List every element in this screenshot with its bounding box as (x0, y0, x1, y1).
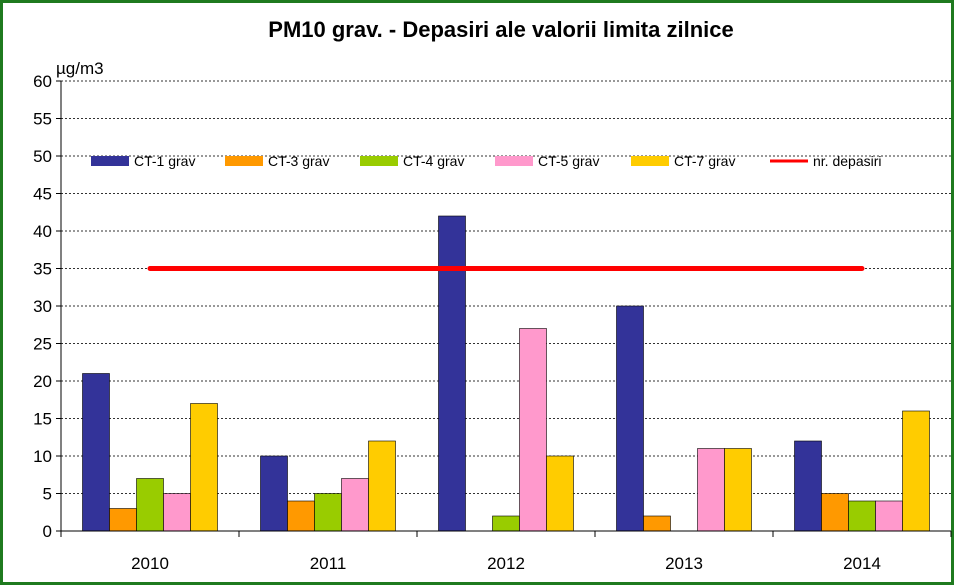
chart-title: PM10 grav. - Depasiri ale valorii limita… (268, 17, 733, 42)
legend-swatch (631, 156, 669, 166)
bar (190, 403, 218, 532)
x-tick-label: 2013 (665, 554, 703, 573)
y-tick-label: 60 (33, 72, 52, 91)
y-tick-label: 20 (33, 372, 52, 391)
legend-label: CT-3 grav (268, 153, 329, 169)
y-tick-label: 55 (33, 110, 52, 129)
chart-svg: PM10 grav. - Depasiri ale valorii limita… (33, 17, 952, 573)
bar (794, 440, 822, 532)
legend-label: CT-4 grav (403, 153, 464, 169)
bar (724, 448, 752, 532)
legend-swatch (360, 156, 398, 166)
legend-swatch (91, 156, 129, 166)
y-tick-label: 15 (33, 410, 52, 429)
y-tick-label: 30 (33, 297, 52, 316)
axes (60, 81, 951, 532)
legend-item: CT-7 grav (631, 153, 735, 169)
legend-item: CT-4 grav (360, 153, 464, 169)
legend-label: nr. depasiri (813, 153, 881, 169)
y-axis-ticks: 0 5 10 15 20 25 30 35 40 45 50 55 60 (33, 72, 61, 541)
bar (260, 455, 288, 532)
legend: CT-1 grav CT-3 grav CT-4 grav CT-5 grav CT-7… (91, 153, 881, 169)
y-tick-label: 45 (33, 185, 52, 204)
legend-swatch (495, 156, 533, 166)
legend-item: nr. depasiri (770, 153, 881, 169)
bar (616, 305, 644, 532)
legend-item: CT-1 grav (91, 153, 195, 169)
bar (438, 215, 466, 532)
bar (643, 515, 671, 532)
bar (902, 410, 930, 532)
y-tick-label: 10 (33, 447, 52, 466)
bar (82, 373, 110, 532)
bar (341, 478, 369, 532)
y-tick-label: 25 (33, 335, 52, 354)
y-axis-unit-label: µg/m3 (56, 59, 104, 78)
x-tick-label: 2012 (487, 554, 525, 573)
bar (546, 455, 574, 532)
bar (368, 440, 396, 532)
x-axis-ticks: 2010 2011 2012 2013 2014 (60, 531, 952, 573)
x-tick-label: 2014 (843, 554, 881, 573)
bar (492, 515, 520, 532)
y-tick-label: 35 (33, 260, 52, 279)
bar (821, 493, 849, 532)
bar (109, 508, 137, 532)
bar (314, 493, 342, 532)
legend-label: CT-1 grav (134, 153, 195, 169)
x-tick-label: 2011 (310, 554, 347, 573)
bar (697, 448, 725, 532)
bar (163, 493, 191, 532)
bars (82, 215, 930, 532)
legend-label: CT-7 grav (674, 153, 735, 169)
y-tick-label: 50 (33, 147, 52, 166)
y-tick-label: 40 (33, 222, 52, 241)
legend-item: CT-3 grav (225, 153, 329, 169)
legend-swatch (225, 156, 263, 166)
y-tick-label: 5 (43, 485, 52, 504)
bar (136, 478, 164, 532)
legend-item: CT-5 grav (495, 153, 599, 169)
bar (875, 500, 903, 532)
x-tick-label: 2010 (131, 554, 169, 573)
bar (287, 500, 315, 532)
bar (848, 500, 876, 532)
legend-label: CT-5 grav (538, 153, 599, 169)
y-tick-label: 0 (43, 522, 52, 541)
bar (519, 328, 547, 532)
